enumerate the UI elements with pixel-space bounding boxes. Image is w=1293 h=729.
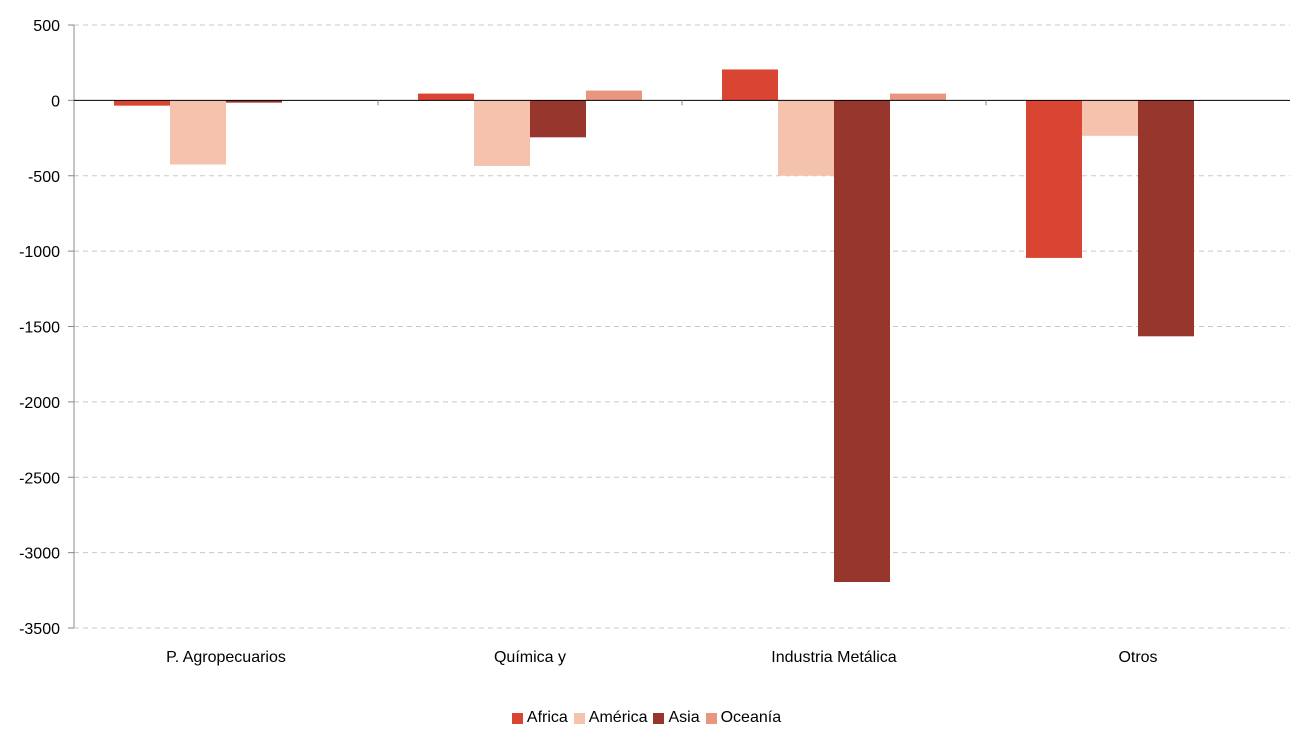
bar-asia-4 [1138, 100, 1194, 337]
bar-am-rica-4 [1082, 100, 1138, 136]
bar-asia-3 [834, 100, 890, 583]
y-tick-label: 500 [33, 18, 60, 35]
legend-label-oceania: Oceanía [720, 709, 782, 726]
y-tick-label: -2500 [19, 470, 60, 487]
legend-swatch-oceania [705, 712, 717, 724]
legend-item-america: América [573, 709, 648, 727]
bar-ocean-a-3 [890, 93, 946, 101]
y-tick-label: -1000 [19, 244, 60, 261]
bar-africa-3 [722, 69, 778, 101]
legend-label-asia: Asia [668, 709, 700, 726]
bar-africa-2 [418, 93, 474, 101]
x-tick-label: Química y [494, 649, 566, 666]
legend-swatch-africa [511, 712, 523, 724]
legend-item-oceania: Oceanía [705, 709, 782, 727]
bar-asia-2 [530, 100, 586, 138]
y-tick-label: -3500 [19, 621, 60, 638]
bar-chart: 500 0 -500 -1000 -1500 -2000 -2500 -3000 -3500 P… [19, 18, 1290, 666]
y-tick-label: -3000 [19, 546, 60, 563]
x-axis [74, 99, 1290, 106]
legend-swatch-america [573, 712, 585, 724]
x-axis-tick-labels: P. Agropecuarios Química y Industria Metál… [166, 649, 1157, 666]
bar-am-rica-1 [170, 100, 226, 165]
legend-item-asia: Asia [653, 709, 700, 727]
x-tick-label: Otros [1118, 649, 1157, 666]
legend-label-america: América [588, 709, 648, 726]
bar-ocean-a-2 [586, 90, 642, 101]
y-tick-label: 0 [51, 93, 60, 110]
gridlines [74, 24, 1290, 629]
bar-am-rica-3 [778, 100, 834, 176]
legend-label-africa: Africa [526, 709, 568, 726]
legend-swatch-asia [653, 712, 665, 724]
y-tick-label: -1500 [19, 320, 60, 337]
bar-am-rica-2 [474, 100, 530, 166]
bar-asia-1 [226, 100, 282, 103]
x-tick-label: P. Agropecuarios [166, 649, 286, 666]
x-tick-label: Industria Metálica [771, 649, 896, 666]
legend: Africa América Asia Oceanía [0, 709, 1293, 727]
bar-africa-4 [1026, 100, 1082, 258]
legend-item-africa: Africa [511, 709, 568, 727]
y-tick-label: -2000 [19, 395, 60, 412]
bar-africa-1 [114, 100, 170, 106]
bars [114, 69, 1194, 583]
y-axis-tick-labels: 500 0 -500 -1000 -1500 -2000 -2500 -3000 -3500 [19, 18, 75, 638]
y-tick-label: -500 [28, 169, 60, 186]
